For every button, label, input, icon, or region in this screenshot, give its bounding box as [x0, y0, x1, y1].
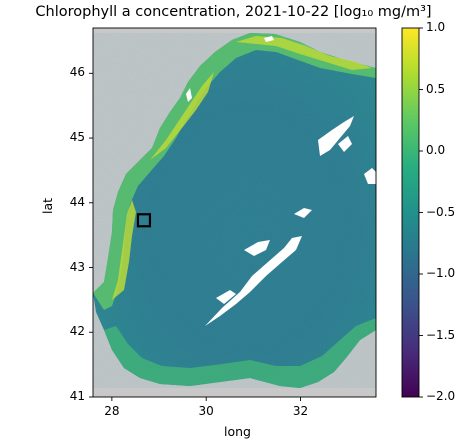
- x-tick-label: 28: [104, 404, 120, 418]
- map-frame: [92, 27, 377, 398]
- colorbar-tick-label: −1.5: [426, 327, 456, 342]
- colorbar-axis: [419, 27, 423, 398]
- y-tick-label: 44: [69, 194, 85, 209]
- y-axis: [89, 72, 93, 398]
- y-tick-label: 43: [69, 259, 85, 274]
- colorbar-tick-label: −2.0: [426, 389, 456, 403]
- x-axis-label: long: [224, 424, 251, 439]
- y-tick-label: 45: [69, 130, 85, 145]
- colorbar-tick-label: 1.0: [426, 20, 446, 34]
- map-title: Chlorophyll a concentration, 2021-10-22 …: [35, 4, 432, 20]
- y-tick-label: 46: [69, 65, 85, 80]
- y-tick-label: 41: [69, 389, 85, 403]
- x-axis: [111, 397, 301, 401]
- station-marker: [136, 213, 152, 228]
- colorbar: [401, 27, 420, 398]
- x-tick-label: 32: [292, 404, 309, 418]
- x-tick-label: 30: [198, 404, 214, 418]
- colorbar-tick-label: −1.0: [426, 266, 456, 280]
- y-tick-label: 42: [69, 324, 85, 339]
- colorbar-tick-label: 0.0: [426, 143, 446, 157]
- colorbar-tick-label: −0.5: [426, 204, 456, 219]
- colorbar-tick-label: 0.5: [426, 81, 446, 96]
- cloud-mask: [186, 36, 376, 326]
